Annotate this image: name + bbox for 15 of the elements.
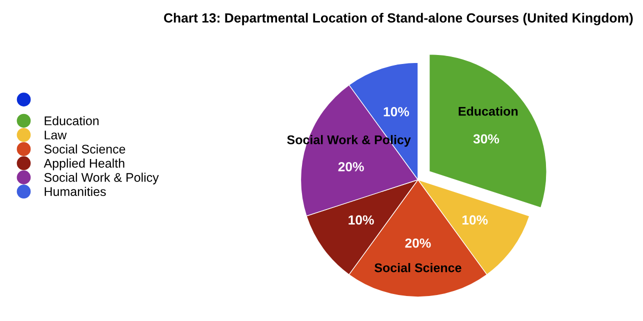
- slice-label: Social Science: [374, 263, 462, 272]
- legend-label: Humanities: [44, 186, 106, 196]
- data-label: 30%: [473, 134, 500, 144]
- data-label: 20%: [405, 238, 431, 248]
- chart-title: Chart 13: Departmental Location of Stand-alone Courses (United Kingdom): [164, 12, 633, 26]
- legend-label: Education: [44, 116, 99, 126]
- slice-label: Education: [458, 106, 518, 116]
- legend-label: Social Work & Policy: [44, 172, 159, 184]
- legend-label: Applied Health: [44, 158, 124, 170]
- legend-label: Law: [44, 130, 67, 140]
- data-label: 10%: [384, 107, 410, 116]
- data-label: 10%: [462, 215, 488, 225]
- data-label: 20%: [338, 162, 364, 172]
- data-label: 10%: [348, 215, 374, 225]
- legend-label: Social Science: [44, 144, 126, 154]
